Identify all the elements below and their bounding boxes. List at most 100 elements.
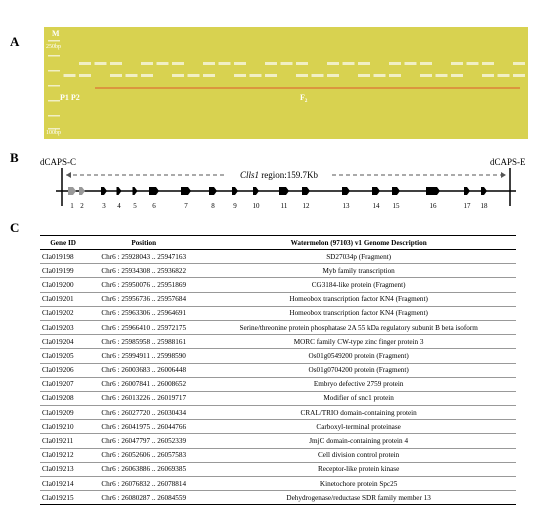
marker-label: 250bp [46, 44, 61, 50]
marker-name: dCAPS-C [40, 157, 76, 167]
table-cell: Embryo defective 2759 protein [201, 377, 516, 392]
gel-band [203, 74, 215, 77]
table-cell: Chr6 : 25994911 .. 25998590 [86, 348, 202, 364]
table-cell: Cell division control protein [201, 448, 516, 463]
table-cell: Chr6 : 25963306 .. 25964691 [86, 306, 202, 321]
gel-band [327, 62, 339, 65]
figure-graphics: A M 250bp 100bp P1 P2 F2 B dCAPS-C dCAPS… [10, 27, 528, 235]
gel-band [156, 62, 169, 65]
gene-number: 3 [102, 202, 106, 210]
table-cell: Cla019212 [40, 448, 87, 463]
panel-label: B [10, 150, 19, 165]
gene-number: 2 [80, 202, 84, 210]
table-cell: Serine/threonine protein phosphatase 2A … [201, 320, 516, 336]
gene-arrow [392, 187, 400, 195]
gel-band [125, 74, 138, 77]
table-cell: Cla019215 [40, 490, 87, 505]
gene-number: 12 [303, 202, 311, 210]
table-cell: Chr6 : 26027720 .. 26030434 [86, 405, 202, 421]
gel-band [342, 62, 355, 65]
lane-label: F2 [300, 93, 308, 104]
table-cell: Chr6 : 26063886 .. 26069385 [86, 462, 202, 478]
gene-arrow [279, 187, 289, 195]
table-cell: Cla019200 [40, 277, 87, 293]
gel-band [203, 62, 215, 65]
gel-band [265, 62, 277, 65]
table-row: Cla019212 Chr6 : 26052606 .. 26057583 Cell… [40, 448, 516, 463]
region-text: region:159.7Kb [259, 170, 318, 180]
gel-band [48, 115, 60, 117]
gene-arrow [302, 187, 310, 195]
table-cell: Cla019211 [40, 433, 87, 449]
gel-band [482, 62, 494, 65]
table-cell: Chr6 : 25956736 .. 25957684 [86, 292, 202, 307]
table-cell: Cla019210 [40, 419, 87, 435]
table-cell: Cla019205 [40, 348, 87, 364]
gel-band [389, 62, 401, 65]
gene-arrow [342, 187, 350, 195]
population: F [300, 93, 305, 102]
gel-band [110, 62, 122, 65]
gene-number: 16 [430, 202, 438, 210]
gel-band [48, 128, 60, 130]
gel-band [141, 74, 153, 77]
table-cell: Cla019207 [40, 377, 87, 392]
table-cell: Homeobox transcription factor KN4 (Fragm… [201, 292, 516, 307]
gene-number: 10 [253, 202, 261, 210]
gel-image [44, 27, 528, 139]
gene-arrow [253, 187, 259, 195]
table-row: Cla019211 Chr6 : 26047797 .. 26052339 JmjC… [40, 433, 516, 449]
marker-label: 100bp [46, 130, 61, 136]
table-cell: Chr6 : 26003683 .. 26006448 [86, 363, 202, 378]
table-row: Cla019214 Chr6 : 26076832 .. 26078814 Kine… [40, 476, 516, 492]
gel-band [280, 62, 293, 65]
panel-label: C [10, 220, 19, 235]
table-row: Cla019203 Chr6 : 25966410 .. 25972175 Seri… [40, 320, 516, 336]
region-gene: Clls1 [240, 170, 259, 180]
table-row: Cla019201 Chr6 : 25956736 .. 25957684 Home… [40, 292, 516, 307]
gene-table: Gene ID Position Watermelon (97103) v1 Gen… [40, 235, 516, 505]
gene-number: 14 [373, 202, 381, 210]
gene-arrow [232, 187, 238, 195]
gel-band [110, 74, 122, 77]
gel-band [404, 62, 417, 65]
table-cell: Homeobox transcription factor KN4 (Fragm… [201, 306, 516, 321]
table-cell: Chr6 : 26013226 .. 26019717 [86, 391, 202, 407]
population-sub: 2 [305, 99, 308, 104]
table-cell: Modifier of snc1 protein [201, 391, 516, 407]
table-row: Cla019213 Chr6 : 26063886 .. 26069385 Rece… [40, 462, 516, 478]
gene-number: 15 [393, 202, 401, 210]
gene-number: 5 [133, 202, 137, 210]
table-row: Cla019215 Chr6 : 26080287 .. 26084559 Dehy… [40, 490, 516, 505]
gel-band [79, 74, 91, 77]
table-cell: Cla019206 [40, 363, 87, 378]
gene-arrow [181, 187, 191, 195]
table-cell: Cla019198 [40, 249, 87, 265]
gene-number: 1 [70, 202, 74, 210]
gel-band [234, 62, 246, 65]
panel-label: A [10, 34, 20, 49]
gel-band [482, 74, 494, 77]
table-cell: Chr6 : 26047797 .. 26052339 [86, 433, 202, 449]
table-row: Cla019198 Chr6 : 25928043 .. 25947163 SD27… [40, 249, 516, 265]
gene-arrow [481, 187, 487, 195]
figure: A M 250bp 100bp P1 P2 F2 B dCAPS-C dCAPS… [10, 27, 528, 505]
gel-band [48, 70, 60, 72]
table-cell: Chr6 : 25934308 .. 25936822 [86, 263, 202, 279]
table-cell: CRAL/TRIO domain-containing protein [201, 405, 516, 421]
table-row: Cla019210 Chr6 : 26041975 .. 26044766 Carb… [40, 419, 516, 435]
table-row: Cla019209 Chr6 : 26027720 .. 26030434 CRAL… [40, 405, 516, 421]
gel-band [48, 100, 60, 102]
gel-bands [48, 40, 525, 130]
gel-band [63, 74, 76, 77]
table-cell: Chr6 : 25928043 .. 25947163 [86, 249, 202, 265]
gene-number: 13 [343, 202, 351, 210]
gel-band [48, 40, 60, 42]
gene-arrow [116, 187, 122, 195]
table-row: Cla019208 Chr6 : 26013226 .. 26019717 Modi… [40, 391, 516, 407]
gene-arrow [68, 187, 76, 195]
gel-band [451, 62, 463, 65]
gene-arrows: 1 2 3 4 5 6 7 8 9 10 11 12 13 14 15 16 17 18 [68, 187, 488, 210]
table-cell: Myb family transcription [201, 263, 516, 279]
table-cell: Os01g0549200 protein (Fragment) [201, 348, 516, 364]
